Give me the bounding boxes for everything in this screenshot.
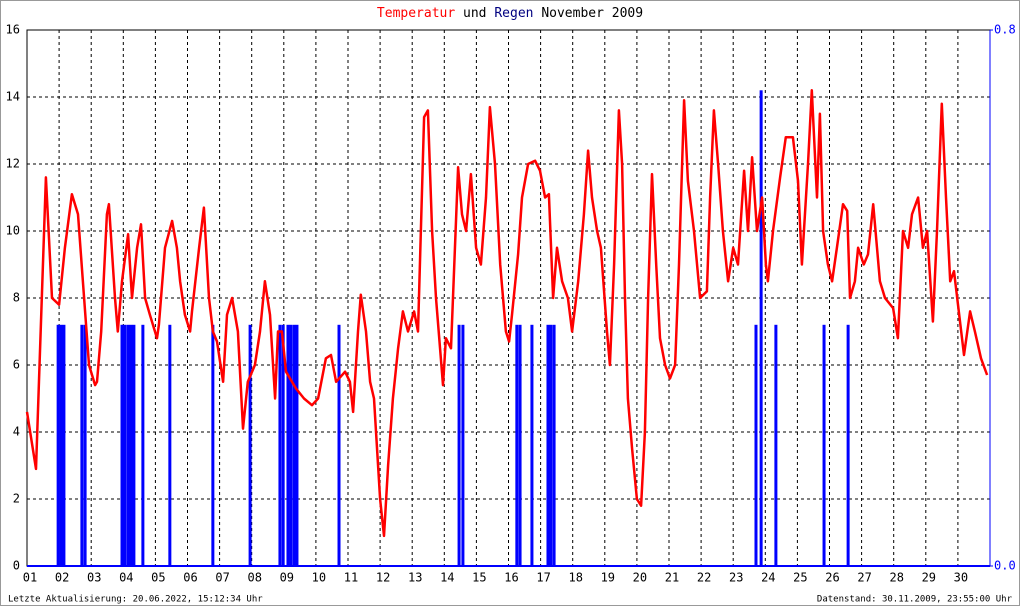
rain-bar — [461, 324, 465, 566]
rain-bar — [120, 324, 124, 566]
rain-bar — [123, 324, 127, 566]
y2-tick-label: 0.0 — [994, 559, 1016, 573]
rain-bar — [126, 324, 130, 566]
rain-bar — [549, 324, 553, 566]
x-tick-label: 06 — [183, 571, 197, 585]
rain-bar — [289, 324, 293, 566]
y-tick-label: 10 — [6, 224, 20, 238]
x-tick-label: 16 — [504, 571, 518, 585]
rain-bar — [552, 324, 556, 566]
rain-bar — [846, 324, 850, 566]
rain-bar — [132, 324, 136, 566]
rain-bar — [530, 324, 534, 566]
rain-bar — [518, 324, 522, 566]
x-tick-label: 01 — [23, 571, 37, 585]
x-tick-label: 24 — [761, 571, 775, 585]
rain-bar — [286, 324, 290, 566]
chart-title: Temperatur und Regen November 2009 — [377, 6, 643, 21]
footer-left: Letzte Aktualisierung: 20.06.2022, 15:12… — [8, 595, 263, 605]
rain-bar — [278, 324, 282, 566]
footer-right: Datenstand: 30.11.2009, 23:55:00 Uhr — [817, 595, 1013, 605]
rain-bar — [546, 324, 550, 566]
rain-bar — [292, 324, 296, 566]
x-tick-label: 12 — [376, 571, 390, 585]
x-tick-label: 18 — [568, 571, 582, 585]
x-tick-label: 22 — [697, 571, 711, 585]
x-tick-label: 20 — [633, 571, 647, 585]
rain-bar — [337, 324, 341, 566]
x-tick-label: 26 — [825, 571, 839, 585]
x-tick-label: 03 — [87, 571, 101, 585]
rain-bar — [83, 324, 87, 566]
title-rain: Regen — [494, 6, 533, 21]
x-tick-label: 04 — [119, 571, 133, 585]
x-tick-label: 17 — [536, 571, 550, 585]
title-connector: und — [463, 6, 486, 21]
x-tick-label: 07 — [215, 571, 229, 585]
y-tick-label: 6 — [13, 358, 20, 372]
rain-bar — [774, 324, 778, 566]
x-tick-label: 05 — [151, 571, 165, 585]
rain-bar — [822, 324, 826, 566]
x-tick-label: 08 — [247, 571, 261, 585]
x-tick-label: 11 — [344, 571, 358, 585]
x-tick-label: 10 — [312, 571, 326, 585]
y-tick-label: 16 — [6, 23, 20, 37]
y-tick-label: 8 — [13, 291, 20, 305]
rain-bar — [59, 324, 63, 566]
title-temp: Temperatur — [377, 6, 455, 21]
rain-bar — [295, 324, 299, 566]
rain-bar — [129, 324, 133, 566]
rain-bar — [141, 324, 145, 566]
x-tick-label: 14 — [440, 571, 454, 585]
x-tick-label: 23 — [729, 571, 743, 585]
x-tick-label: 30 — [954, 571, 968, 585]
x-tick-label: 09 — [280, 571, 294, 585]
rain-bar — [62, 324, 66, 566]
rain-bar — [754, 324, 758, 566]
y2-tick-label: 0.8 — [994, 23, 1016, 37]
y-tick-label: 4 — [13, 425, 20, 439]
rain-bar — [80, 324, 84, 566]
rain-bar — [457, 324, 461, 566]
rain-bar — [211, 324, 215, 566]
rain-bar — [168, 324, 172, 566]
rain-bar — [281, 324, 285, 566]
x-tick-label: 13 — [408, 571, 422, 585]
x-tick-label: 28 — [889, 571, 903, 585]
x-tick-label: 27 — [857, 571, 871, 585]
rain-bar — [56, 324, 60, 566]
rain-bar — [248, 324, 252, 566]
y-tick-label: 12 — [6, 157, 20, 171]
x-tick-label: 25 — [793, 571, 807, 585]
x-tick-label: 15 — [472, 571, 486, 585]
y-tick-label: 14 — [6, 90, 20, 104]
x-tick-label: 19 — [601, 571, 615, 585]
temperature-line — [25, 89, 989, 538]
y-tick-label: 0 — [13, 559, 20, 573]
rain-bar — [759, 90, 763, 567]
x-tick-label: 21 — [665, 571, 679, 585]
rain-bar — [515, 324, 519, 566]
title-period: November 2009 — [541, 6, 643, 21]
x-tick-label: 02 — [55, 571, 69, 585]
y-tick-label: 2 — [13, 492, 20, 506]
x-tick-label: 29 — [922, 571, 936, 585]
